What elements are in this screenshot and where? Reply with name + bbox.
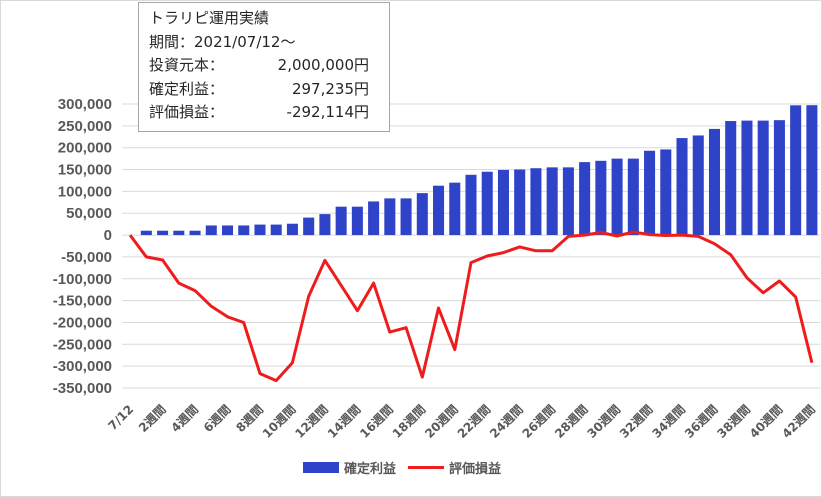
bar [481,171,493,236]
x-tick-label: 22週間 [454,402,493,441]
info-title: トラリピ運用実績 [149,9,270,27]
bar [335,206,347,236]
info-value-unrealized: -292,114円 [286,103,369,121]
x-tick-label: 32週間 [616,402,655,441]
info-label-principal: 投資元本： [149,56,225,74]
info-period: 期間：2021/07/12～ [149,32,296,51]
bar [221,225,234,236]
y-tick-label: -350,000 [53,380,112,397]
x-tick-label: 28週間 [551,402,590,441]
y-tick-label: -150,000 [53,293,112,310]
bar [205,225,217,236]
info-label-realized: 確定利益： [149,79,225,98]
line-series [128,230,814,383]
y-tick-label: 300,000 [58,96,112,113]
bar [189,230,201,236]
y-tick-label: 100,000 [58,183,112,200]
x-tick-label: 26週間 [519,402,558,441]
y-tick-label: -100,000 [53,271,112,288]
info-row-principal: 投資元本： 2,000,000円 [149,54,379,78]
bar [676,138,688,236]
legend-label-line: 評価損益 [449,461,502,477]
x-tick-label: 2週間 [135,402,168,435]
x-tick-label: 34週間 [649,402,688,441]
legend-swatch-line [408,465,445,469]
info-row-realized: 確定利益： 297,235円 [149,78,379,102]
legend-label-bar: 確定利益 [344,461,397,477]
bar [238,225,250,236]
x-tick-label: 38週間 [714,402,753,441]
info-value-principal: 2,000,000円 [277,56,369,74]
bar [660,149,672,236]
x-tick-label: 42週間 [779,402,818,441]
bar [465,174,477,236]
y-tick-label: 200,000 [58,140,112,157]
bar [254,224,266,236]
bar [562,167,574,236]
bar [757,120,769,236]
x-tick-label: 20週間 [422,402,461,441]
x-tick-label: 10週間 [259,402,298,441]
bar [595,160,607,236]
x-tick-label: 7/12 [106,402,137,433]
x-tick-label: 16週間 [357,402,396,441]
bar [303,217,315,236]
bar [497,169,509,236]
x-tick-label: 36週間 [681,402,720,441]
y-tick-label: -300,000 [53,358,112,375]
legend-swatch-bar [303,461,339,473]
bar [157,230,169,236]
y-tick-label: 50,000 [66,205,112,222]
bar [806,105,818,236]
bar [286,223,298,236]
x-tick-label: 4週間 [168,402,201,435]
bar [384,198,396,236]
y-tick-label: 250,000 [58,118,112,135]
bar [449,182,461,236]
bar [173,230,185,236]
bar [140,230,152,236]
bar [627,158,639,236]
bar [368,201,380,236]
bar [400,198,412,236]
x-tick-label: 24週間 [486,402,525,441]
y-tick-label: 0 [104,227,112,244]
bar [644,150,656,236]
bar [773,120,785,236]
y-tick-label: -250,000 [53,336,112,353]
bar [351,206,363,236]
bar [579,162,591,236]
bar [514,169,526,236]
bar [708,128,721,236]
bar [270,224,282,236]
bar [611,158,623,236]
bar [546,167,558,236]
info-value-realized: 297,235円 [291,79,369,98]
bar [790,105,802,236]
y-tick-label: -50,000 [61,249,112,266]
x-tick-label: 6週間 [200,402,233,435]
x-tick-label: 18週間 [389,402,428,441]
x-tick-label: 30週間 [584,402,623,441]
info-label-unrealized: 評価損益： [149,103,225,121]
bar [433,185,445,236]
x-tick-label: 14週間 [324,402,363,441]
legend: 確定利益 評価損益 [303,458,502,477]
x-tick-label: 40週間 [746,402,785,441]
bar [319,214,331,236]
y-tick-label: 150,000 [58,162,112,179]
bar [530,168,542,236]
y-tick-label: -200,000 [53,314,112,331]
bar [692,135,704,236]
info-row-unrealized: 評価損益： -292,114円 [149,101,379,125]
bar [725,121,737,236]
info-box: トラリピ運用実績 期間：2021/07/12～ 投資元本： 2,000,000円… [138,2,390,132]
bar [416,193,428,236]
x-tick-label: 12週間 [292,402,331,441]
bar [741,120,753,236]
